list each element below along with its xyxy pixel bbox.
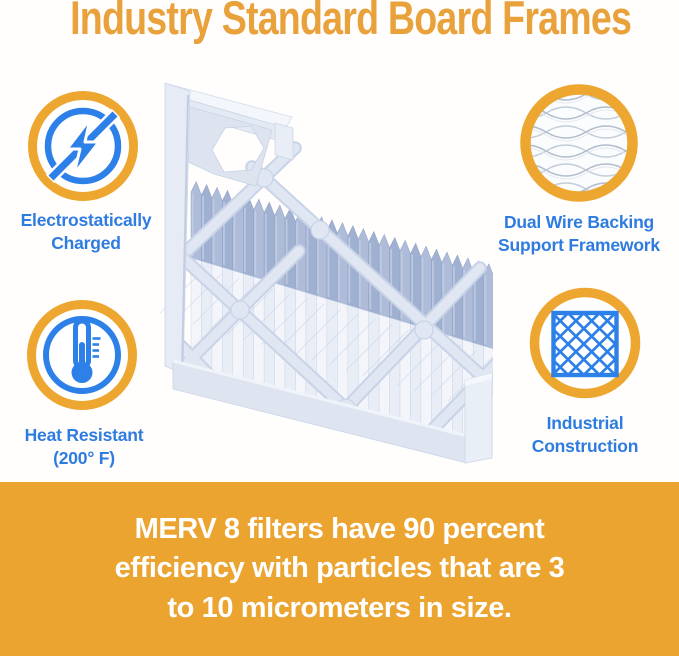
feature-label-line: Electrostatically bbox=[20, 210, 152, 230]
filter-frame-left-rail-shade bbox=[181, 94, 189, 372]
banner-line: MERV 8 filters have 90 percent bbox=[134, 512, 545, 545]
filter-frame-right-post-top bbox=[465, 373, 492, 386]
feature-label-line: Heat Resistant bbox=[24, 425, 144, 445]
banner-line: to 10 micrometers in size. bbox=[167, 591, 512, 624]
feature-label-wire: Dual Wire Backing Support Framework bbox=[494, 211, 664, 257]
page-title-text: Industry Standard Board Frames bbox=[70, 0, 632, 44]
thermometer-icon bbox=[27, 300, 137, 410]
feature-label-line: Industrial bbox=[546, 413, 624, 433]
feature-label-electrostatic: Electrostatically Charged bbox=[1, 209, 171, 255]
feature-label-line: Support Framework bbox=[498, 235, 660, 255]
feature-label-heat: Heat Resistant (200° F) bbox=[0, 424, 169, 470]
feature-label-line: Charged bbox=[51, 233, 121, 253]
page-title: Industry Standard Board Frames bbox=[0, 0, 679, 43]
feature-label-line: Construction bbox=[531, 436, 639, 456]
wire-mesh-icon bbox=[520, 84, 638, 202]
filter-frame-right-post bbox=[464, 372, 493, 464]
banner: MERV 8 filters have 90 percent efficienc… bbox=[0, 482, 679, 656]
feature-label-line: Dual Wire Backing bbox=[503, 212, 655, 232]
diamond-lattice-icon bbox=[529, 287, 641, 399]
feature-label-industrial: Industrial Construction bbox=[500, 412, 670, 458]
lightning-no-static-icon bbox=[28, 91, 138, 201]
banner-line: efficiency with particles that are 3 bbox=[114, 552, 565, 585]
filter-frame-hook bbox=[274, 122, 294, 161]
feature-label-line: (200° F) bbox=[53, 448, 115, 468]
filter-frame-bottom-rail-highlight bbox=[172, 359, 468, 438]
